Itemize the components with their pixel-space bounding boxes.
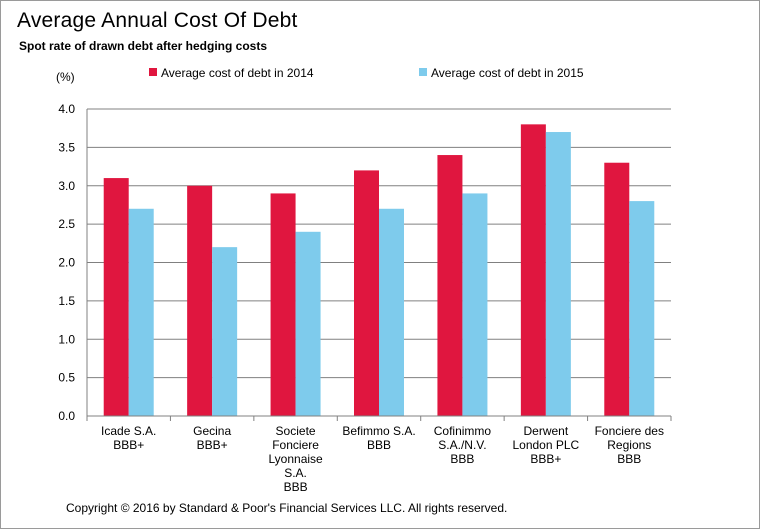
x-category-label: Societe Fonciere Lyonnaise S.A. BBB [268, 424, 323, 494]
bar-2015 [295, 231, 321, 416]
bar-2015 [545, 132, 571, 416]
x-category-label-line: Fonciere [272, 438, 319, 452]
bar-2014 [103, 178, 129, 416]
x-category-label: Gecina BBB+ [193, 424, 231, 452]
bar-2014 [354, 170, 379, 416]
legend-swatch [149, 68, 157, 76]
bar-2014 [270, 193, 296, 416]
bar-2015 [128, 208, 154, 416]
bar-2014 [604, 162, 630, 416]
bar-2014 [520, 124, 546, 416]
x-category-label-line: Regions [607, 438, 651, 452]
x-category-label-line: Derwent [524, 424, 569, 438]
x-category-label: Fonciere des Regions BBB [595, 424, 664, 466]
bar-2015 [379, 208, 404, 416]
bar-2015 [462, 193, 488, 416]
x-category-label-line: BBB [284, 480, 308, 494]
bar-2014 [187, 185, 213, 416]
x-category-label-line: BBB [617, 452, 641, 466]
x-category-label-line: Befimmo S.A. [342, 424, 415, 438]
bars [103, 124, 655, 417]
legend-label: Average cost of debt in 2014 [161, 66, 314, 80]
x-category-label-line: Lyonnaise [268, 452, 323, 466]
chart-title: Average Annual Cost Of Debt [17, 9, 298, 32]
y-axis-label: (%) [56, 70, 75, 84]
bar-2015 [212, 247, 238, 416]
y-tick-label: 2.5 [58, 217, 75, 231]
gridlines [87, 108, 671, 379]
x-category-label-line: London PLC [512, 438, 579, 452]
x-category-label-line: Fonciere des [595, 424, 664, 438]
copyright-footer: Copyright © 2016 by Standard & Poor's Fi… [66, 501, 508, 515]
bar-2015 [629, 201, 655, 416]
chart-subtitle: Spot rate of drawn debt after hedging co… [19, 39, 268, 53]
y-tick-label: 0.5 [58, 371, 75, 385]
legend-swatch [419, 68, 427, 76]
y-tick-label: 0.0 [58, 409, 75, 423]
x-category-label-line: Gecina [193, 424, 231, 438]
x-category-label-line: BBB [450, 452, 474, 466]
x-category-label-line: BBB [367, 438, 391, 452]
x-category-label-line: Cofinimmo [434, 424, 492, 438]
x-category-label-line: Societe [276, 424, 316, 438]
x-category-label: Cofinimmo S.A./N.V. BBB [434, 424, 492, 466]
bar-2014 [437, 155, 463, 417]
x-category-label: Befimmo S.A. BBB [342, 424, 415, 452]
legend-label: Average cost of debt in 2015 [431, 66, 584, 80]
y-tick-label: 2.0 [58, 256, 75, 270]
axes: 0.0 0.5 1.0 1.5 2.0 2.5 3.0 3.5 4.0 (%) Icade S.A.… [56, 70, 672, 494]
x-category-label-line: S.A. [284, 466, 307, 480]
legend: Average cost of debt in 2014 Average cost… [149, 66, 584, 80]
x-category-label-line: S.A./N.V. [438, 438, 486, 452]
y-tick-label: 1.0 [58, 332, 75, 346]
x-category-label-line: BBB+ [197, 438, 228, 452]
x-category-label-line: BBB+ [530, 452, 561, 466]
x-category-label-line: Icade S.A. [101, 424, 156, 438]
x-category-label-line: BBB+ [113, 438, 144, 452]
y-tick-label: 3.0 [58, 179, 75, 193]
x-category-label: Derwent London PLC BBB+ [512, 424, 579, 466]
x-category-label: Icade S.A. BBB+ [101, 424, 156, 452]
y-tick-label: 3.5 [58, 140, 75, 154]
y-tick-label: 4.0 [58, 102, 75, 116]
y-tick-label: 1.5 [58, 294, 75, 308]
